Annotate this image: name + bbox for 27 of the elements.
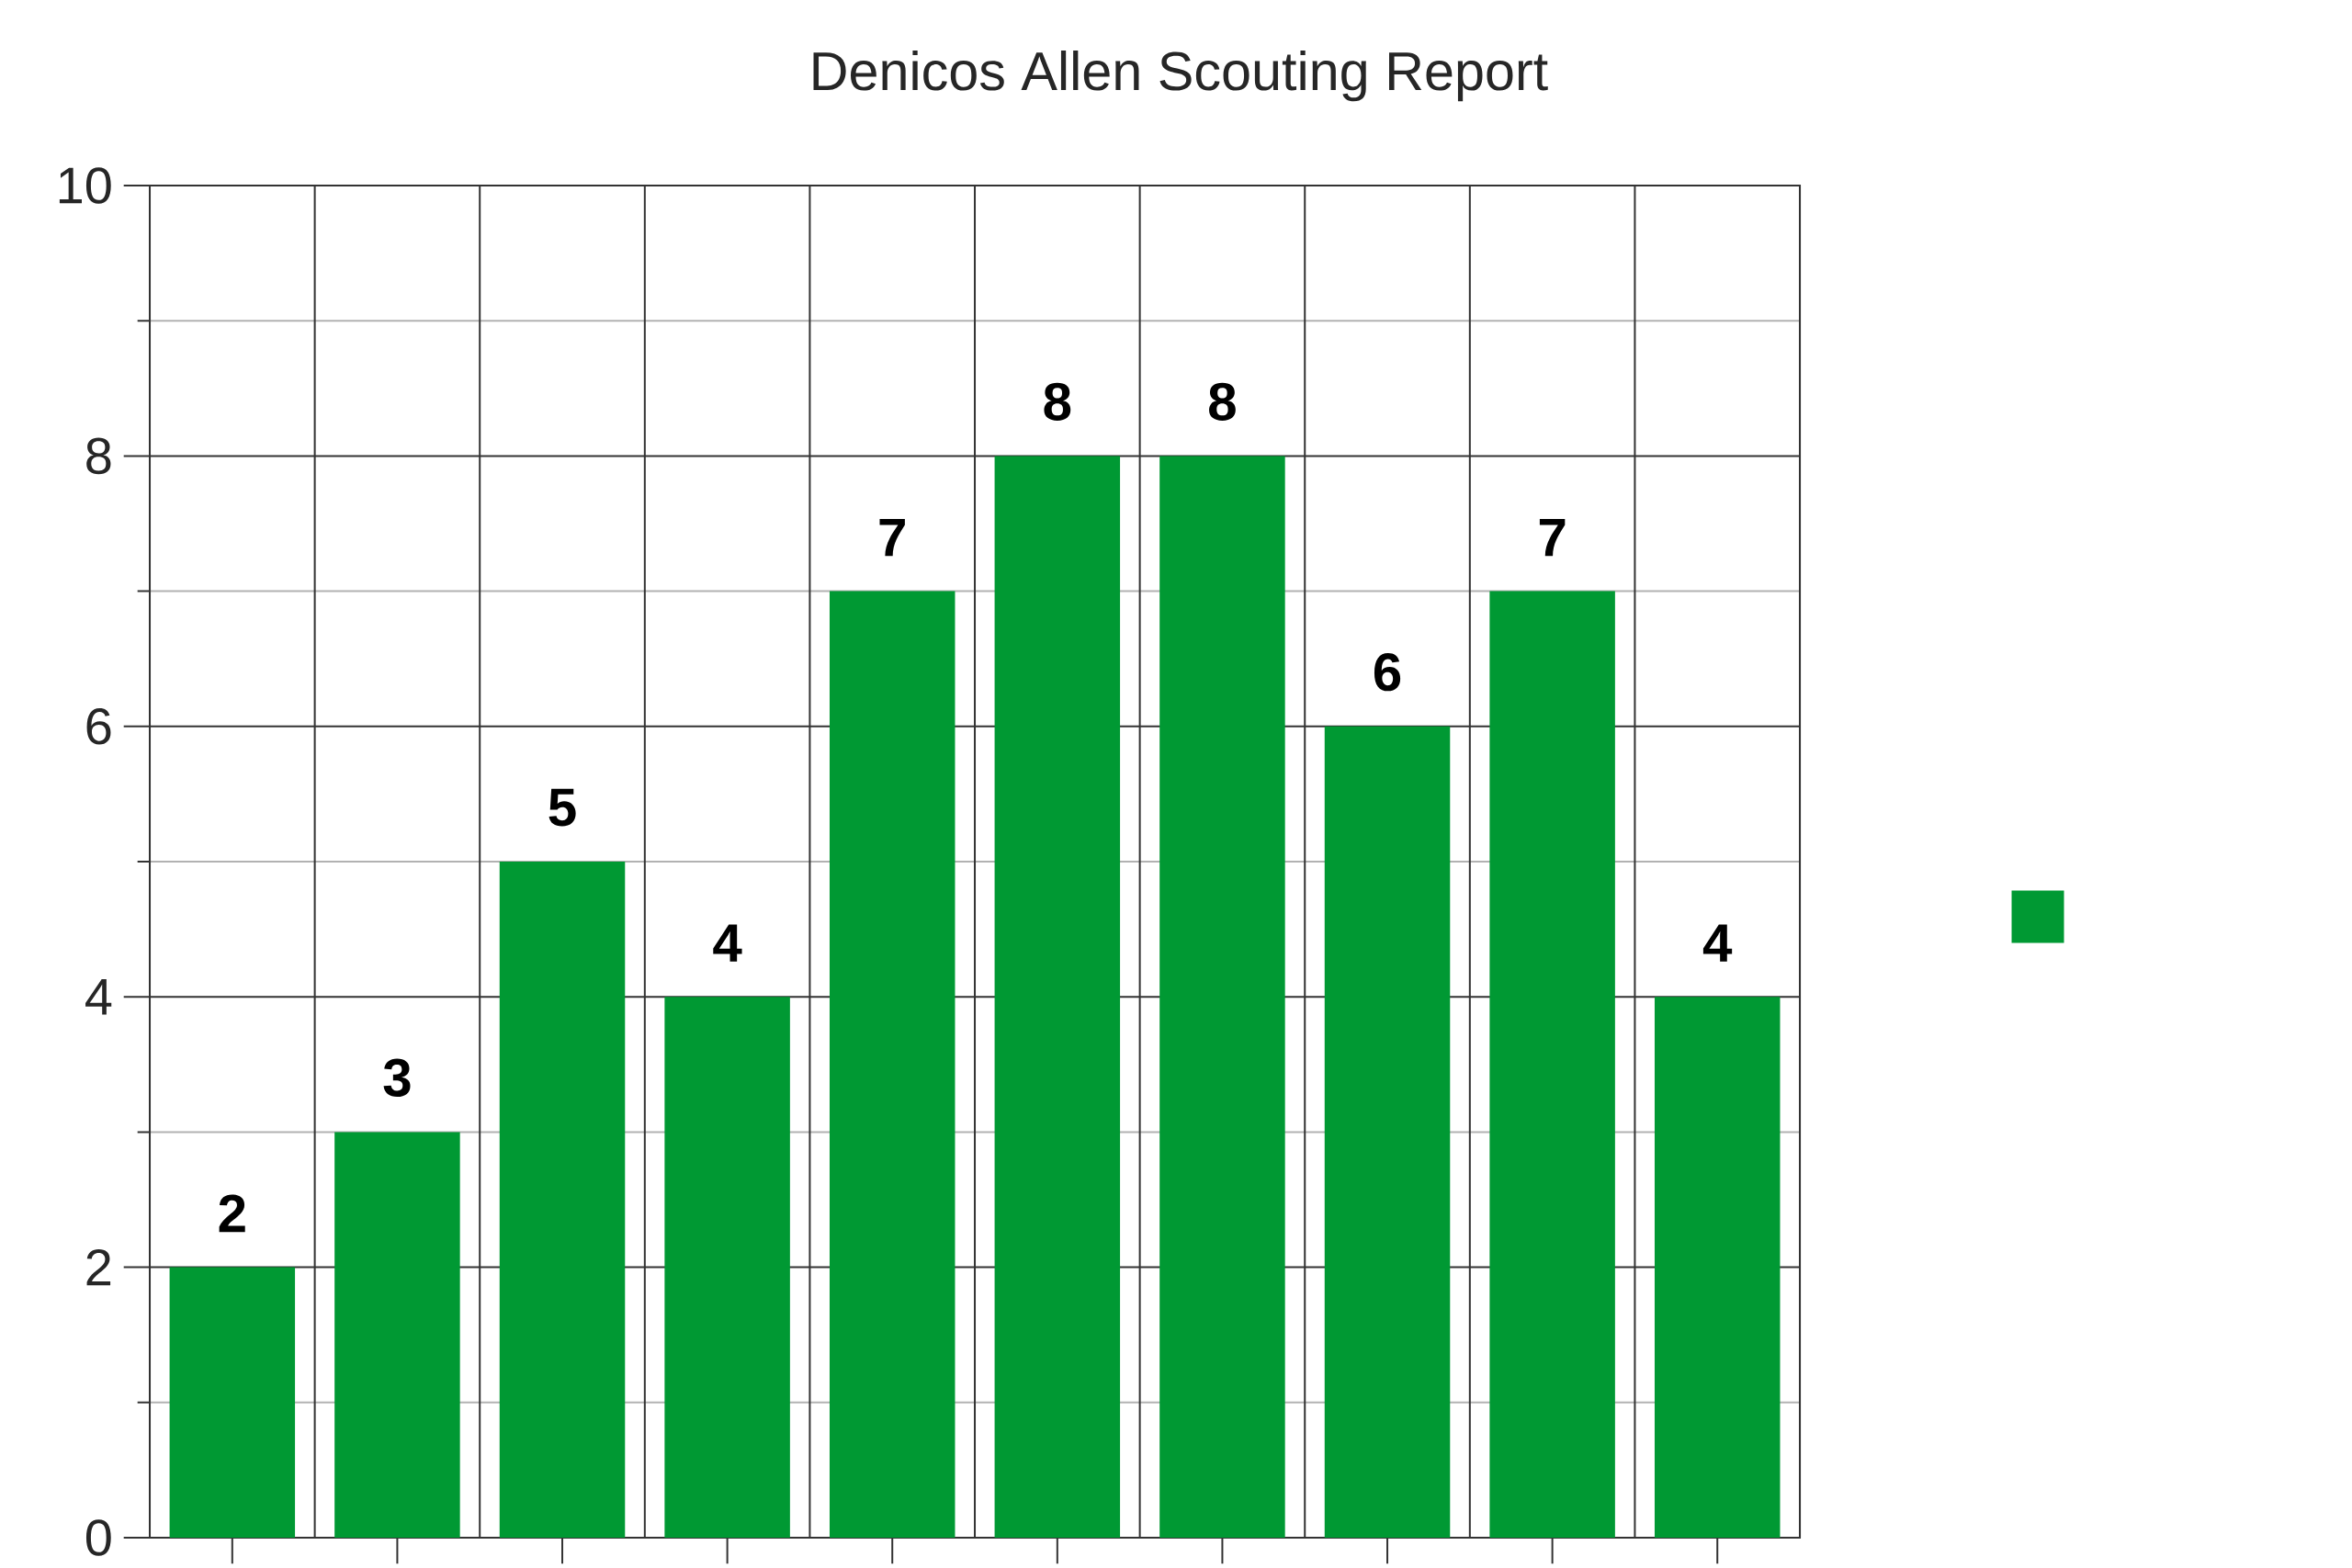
data-label: 5 — [548, 788, 576, 827]
y-tick-label: 8 — [86, 437, 111, 475]
bar — [1159, 456, 1285, 1538]
bar — [829, 591, 956, 1538]
bar — [334, 1132, 460, 1538]
data-label: 6 — [1374, 653, 1401, 692]
y-tick-label: 2 — [86, 1249, 111, 1286]
bar — [664, 997, 790, 1538]
data-label: 3 — [383, 1058, 411, 1097]
y-tick-label: 10 — [59, 167, 111, 204]
y-tick-label: 6 — [86, 707, 111, 745]
chart-title: Denicos Allen Scouting Report — [813, 51, 1548, 102]
y-tick-label: 0 — [85, 1519, 111, 1556]
y-tick-label: 4 — [85, 978, 112, 1015]
bar — [994, 456, 1121, 1538]
data-label: 8 — [1209, 382, 1236, 421]
data-label: 7 — [1539, 519, 1566, 557]
bar — [1654, 997, 1781, 1538]
bar — [1489, 591, 1615, 1538]
data-label: 2 — [219, 1194, 245, 1233]
bar — [1324, 726, 1451, 1538]
data-label: 8 — [1044, 382, 1071, 421]
data-label: 4 — [1702, 924, 1733, 962]
bar — [169, 1267, 296, 1538]
data-label: 7 — [879, 519, 905, 557]
data-label: 4 — [713, 924, 742, 962]
bar — [499, 861, 626, 1538]
